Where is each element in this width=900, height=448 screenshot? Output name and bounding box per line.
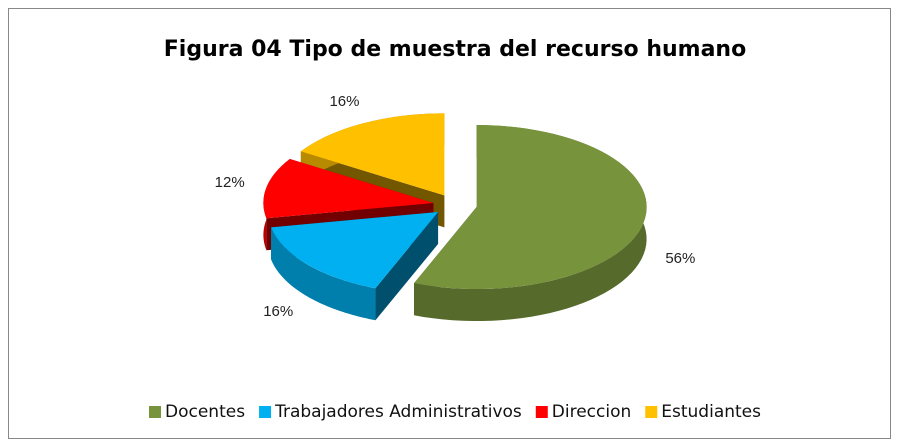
legend-swatch <box>645 406 658 418</box>
chart-frame <box>8 8 891 439</box>
legend-label: Docentes <box>165 402 245 422</box>
slice-top <box>414 125 647 290</box>
legend-label: Direccion <box>552 402 631 422</box>
legend-swatch <box>535 406 548 418</box>
pie-slice <box>271 212 439 321</box>
pie-slice <box>414 125 647 322</box>
slice-top <box>271 212 439 289</box>
legend-label: Estudiantes <box>661 402 761 422</box>
legend-swatch <box>149 406 161 418</box>
legend-swatch <box>259 406 272 418</box>
slice-wall <box>271 227 376 321</box>
legend-label: Trabajadores Administrativos <box>274 402 522 422</box>
data-label: 12% <box>215 174 245 191</box>
data-label: 16% <box>329 93 359 110</box>
slice-top <box>300 113 445 196</box>
data-label: 56% <box>665 250 695 267</box>
data-label: 16% <box>263 303 293 320</box>
chart-title: Figura 04 Tipo de muestra del recurso hu… <box>164 37 746 62</box>
slice-top <box>263 159 434 219</box>
